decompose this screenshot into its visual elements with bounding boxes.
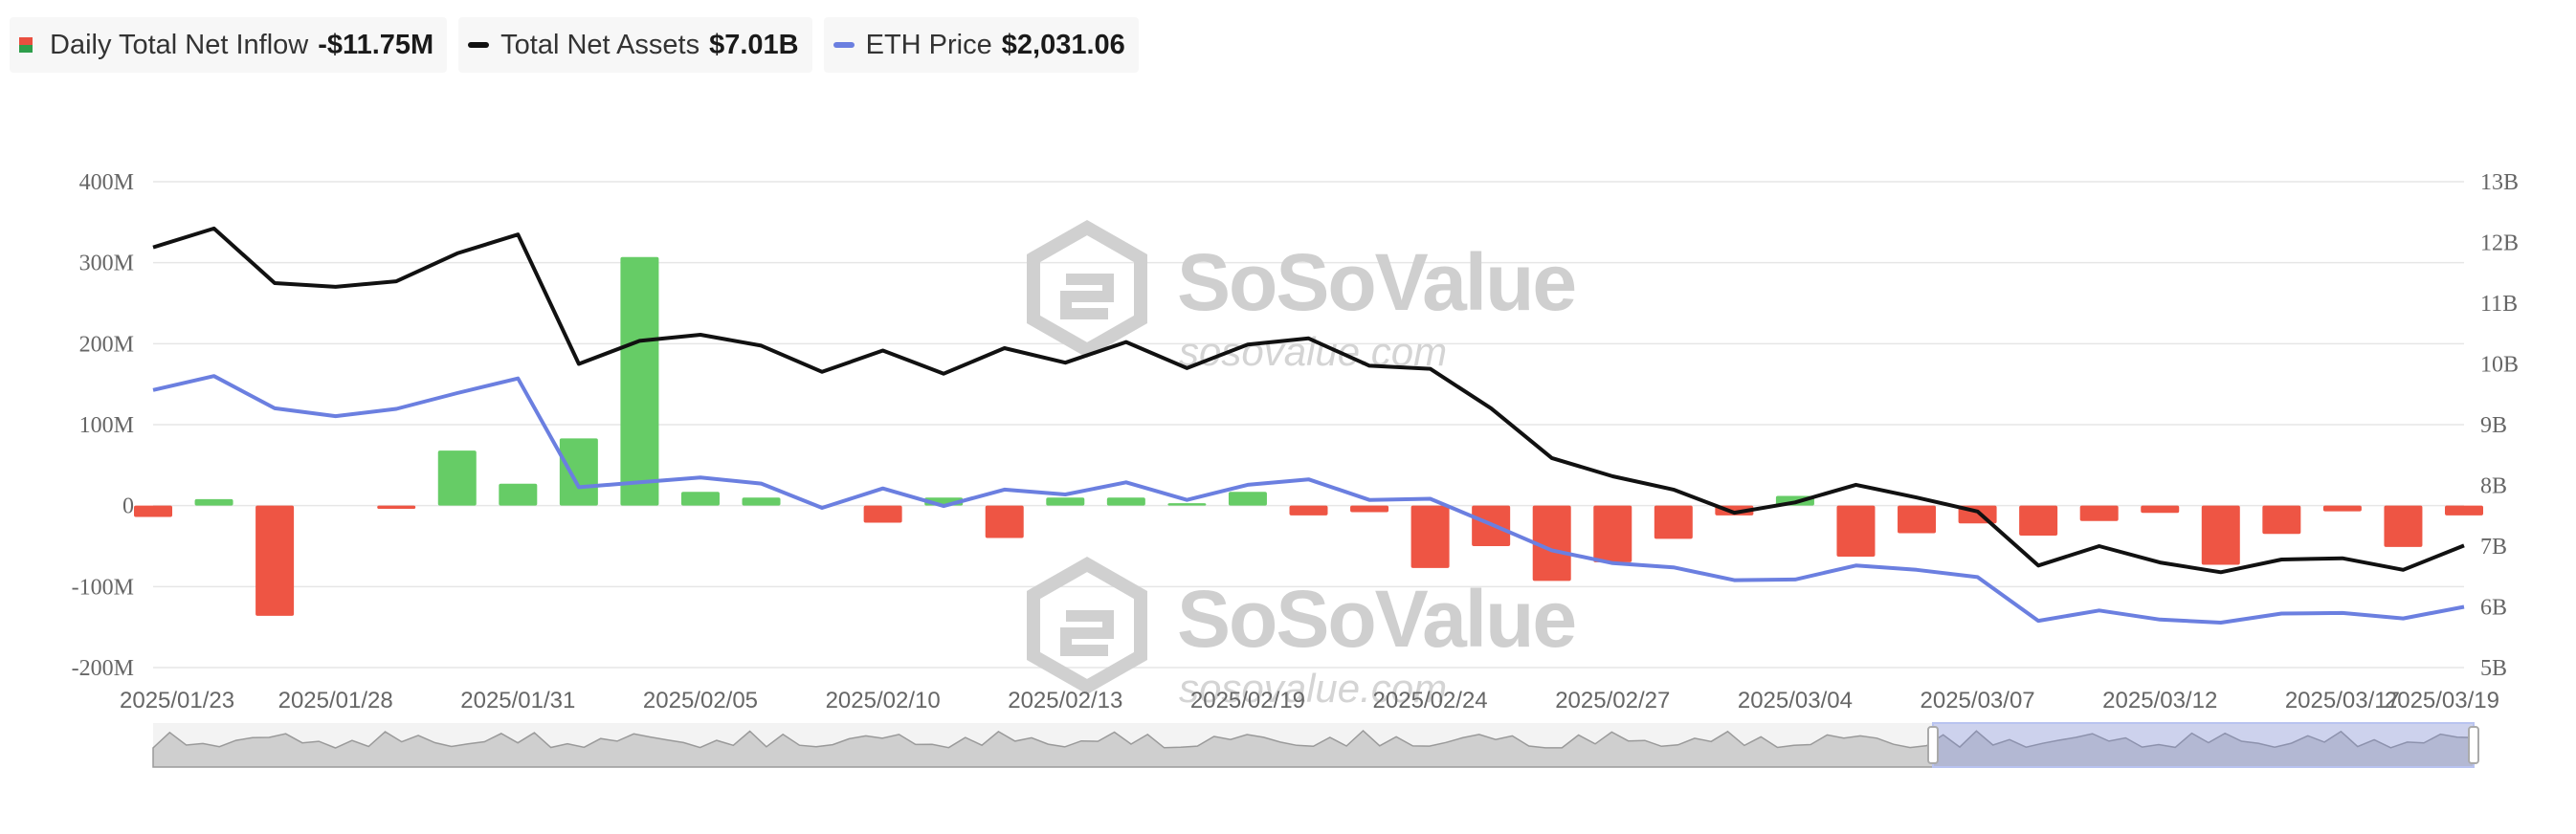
x-tick-label: 2025/01/23 bbox=[120, 688, 234, 713]
line-swatch-icon bbox=[833, 42, 855, 48]
x-tick-label: 2025/03/17 bbox=[2285, 688, 2400, 713]
legend-value: $2,031.06 bbox=[1001, 29, 1125, 60]
inflow-bar bbox=[2322, 505, 2362, 512]
inflow-bar bbox=[1289, 505, 1328, 516]
legend-label: Total Net Assets bbox=[500, 29, 700, 60]
legend-label: ETH Price bbox=[865, 29, 992, 60]
legend-item-daily-net-inflow[interactable]: Daily Total Net Inflow -$11.75M bbox=[10, 17, 448, 73]
inflow-bar bbox=[1106, 497, 1145, 506]
inflow-bar bbox=[2384, 505, 2423, 547]
x-tick-label: 2025/03/07 bbox=[1921, 688, 2035, 713]
legend-item-total-net-assets[interactable]: Total Net Assets $7.01B bbox=[458, 17, 812, 73]
y-axis-right: 13B 12B 11B 10B 9B 8B 7B 6B 5B bbox=[2480, 170, 2519, 681]
inflow-bar bbox=[1898, 505, 1937, 534]
navigator-handle-right[interactable] bbox=[2468, 726, 2479, 764]
inflow-bar bbox=[1046, 497, 1085, 506]
inflow-bar bbox=[2262, 505, 2301, 535]
y-left-tick-label: 0 bbox=[122, 494, 134, 519]
legend: Daily Total Net Inflow -$11.75M Total Ne… bbox=[10, 17, 1139, 73]
x-tick-label: 2025/03/19 bbox=[2385, 688, 2499, 713]
x-tick-label: 2025/02/24 bbox=[1373, 688, 1488, 713]
y-left-tick-label: 300M bbox=[79, 252, 134, 276]
x-tick-label: 2025/02/13 bbox=[1008, 688, 1122, 713]
x-tick-label: 2025/02/05 bbox=[643, 688, 758, 713]
x-tick-label: 2025/02/10 bbox=[826, 688, 941, 713]
bar-swatch-icon bbox=[19, 37, 33, 53]
inflow-bar bbox=[1228, 492, 1267, 506]
y-left-tick-label: 100M bbox=[79, 413, 134, 438]
legend-value: -$11.75M bbox=[318, 29, 434, 60]
inflow-bar bbox=[559, 438, 598, 506]
series-lines bbox=[152, 226, 2465, 625]
inflow-bar bbox=[499, 483, 538, 506]
inflow-bar bbox=[1836, 505, 1876, 558]
inflow-bar bbox=[2201, 505, 2240, 565]
y-right-tick-label: 7B bbox=[2480, 535, 2507, 560]
y-right-tick-label: 13B bbox=[2480, 170, 2519, 195]
inflow-bar bbox=[2079, 505, 2119, 521]
y-right-tick-label: 9B bbox=[2480, 413, 2507, 438]
sosovalue-logo-mark bbox=[1060, 610, 1114, 656]
inflow-bar bbox=[437, 450, 477, 506]
watermark-group: SoSoValuesosovalue.comSoSoValuesosovalue… bbox=[1027, 219, 1577, 711]
y-axis-left: 400M 300M 200M 100M 0 -100M -200M bbox=[72, 170, 134, 681]
inflow-bar bbox=[620, 256, 659, 506]
inflow-bar bbox=[377, 505, 416, 510]
y-right-tick-label: 10B bbox=[2480, 353, 2519, 378]
y-right-tick-label: 6B bbox=[2480, 596, 2507, 621]
watermark-url: sosovalue.com bbox=[1179, 666, 1447, 711]
grid-lines bbox=[153, 181, 2464, 669]
sosovalue-logo-icon bbox=[1027, 556, 1147, 695]
inflow-bar bbox=[1350, 505, 1389, 513]
inflow-bar bbox=[194, 498, 233, 506]
inflow-bar bbox=[2141, 505, 2180, 514]
sosovalue-logo-mark bbox=[1060, 274, 1114, 319]
x-tick-label: 2025/02/19 bbox=[1190, 688, 1305, 713]
navigator-selection[interactable] bbox=[1932, 722, 2475, 768]
y-right-tick-label: 12B bbox=[2480, 231, 2519, 256]
inflow-bar bbox=[2019, 505, 2058, 536]
inflow-bar bbox=[255, 505, 295, 616]
sosovalue-logo-icon bbox=[1027, 219, 1147, 359]
inflow-bar bbox=[1410, 505, 1450, 568]
legend-label: Daily Total Net Inflow bbox=[50, 29, 309, 60]
inflow-bar bbox=[1167, 503, 1207, 506]
inflow-bar bbox=[863, 505, 902, 523]
inflow-bar bbox=[742, 497, 781, 506]
x-axis: 2025/01/23 2025/01/28 2025/01/31 2025/02/05… bbox=[120, 688, 2499, 713]
y-left-tick-label: 200M bbox=[79, 332, 134, 357]
watermark-brand: SoSoValue bbox=[1177, 574, 1575, 664]
y-right-tick-label: 5B bbox=[2480, 656, 2507, 681]
x-tick-label: 2025/01/28 bbox=[278, 688, 393, 713]
x-tick-label: 2025/03/04 bbox=[1738, 688, 1853, 713]
total-net-assets-line bbox=[152, 226, 2465, 575]
inflow-bar bbox=[134, 505, 172, 517]
inflow-bar bbox=[985, 505, 1024, 538]
inflow-bar bbox=[1593, 505, 1632, 562]
x-tick-label: 2025/02/27 bbox=[1555, 688, 1670, 713]
y-left-tick-label: 400M bbox=[79, 170, 134, 195]
x-tick-label: 2025/01/31 bbox=[460, 688, 575, 713]
y-left-tick-label: -200M bbox=[72, 656, 134, 681]
line-swatch-icon bbox=[468, 42, 490, 48]
navigator-area bbox=[152, 729, 2475, 768]
inflow-bar bbox=[1532, 505, 1571, 582]
inflow-bars bbox=[134, 256, 2483, 616]
legend-value: $7.01B bbox=[709, 29, 799, 60]
inflow-bar bbox=[2445, 505, 2483, 516]
y-right-tick-label: 11B bbox=[2480, 292, 2518, 317]
legend-item-eth-price[interactable]: ETH Price $2,031.06 bbox=[823, 17, 1139, 73]
x-tick-label: 2025/03/12 bbox=[2102, 688, 2217, 713]
eth-price-line bbox=[152, 374, 2465, 625]
navigator-handle-left[interactable] bbox=[1927, 726, 1939, 764]
inflow-bar bbox=[1654, 505, 1693, 539]
inflow-bar bbox=[680, 492, 720, 506]
range-navigator[interactable] bbox=[152, 722, 2479, 768]
y-left-tick-label: -100M bbox=[72, 575, 134, 600]
y-right-tick-label: 8B bbox=[2480, 474, 2507, 499]
watermark-brand: SoSoValue bbox=[1177, 237, 1575, 327]
